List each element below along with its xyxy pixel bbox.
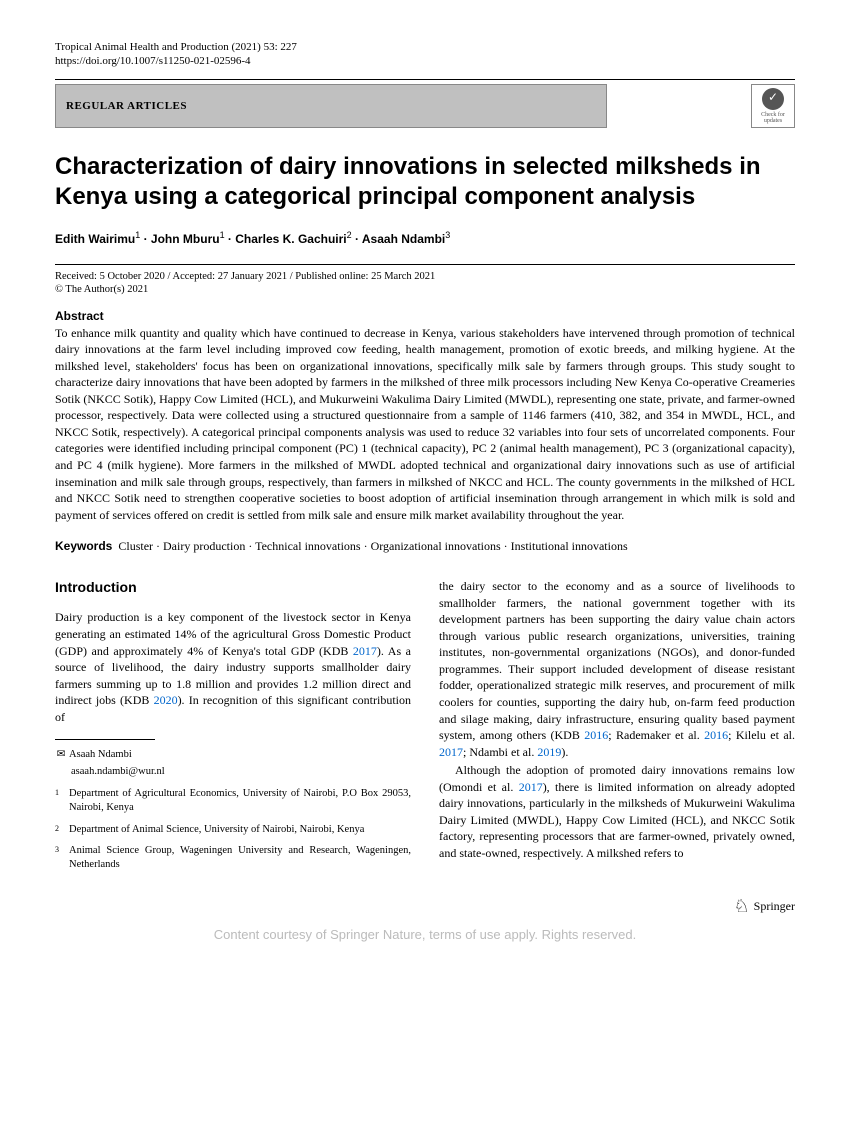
- corr-email[interactable]: asaah.ndambi@wur.nl: [55, 765, 411, 779]
- journal-meta: Tropical Animal Health and Production (2…: [55, 40, 795, 69]
- check-icon: [762, 88, 784, 110]
- intro-paragraph-1: Dairy production is a key component of t…: [55, 609, 411, 725]
- corr-name: Asaah Ndambi: [69, 749, 132, 760]
- intro-paragraph-2: Although the adoption of promoted dairy …: [439, 762, 795, 861]
- springer-horse-icon: ♘: [734, 897, 750, 915]
- right-column: the dairy sector to the economy and as a…: [439, 578, 795, 879]
- abstract-heading: Abstract: [55, 309, 795, 323]
- check-updates-badge[interactable]: Check for updates: [751, 84, 795, 128]
- affiliation-2: 2 Department of Animal Science, Universi…: [55, 823, 411, 837]
- citation-link[interactable]: 2017: [519, 780, 543, 794]
- abstract-text: To enhance milk quantity and quality whi…: [55, 325, 795, 524]
- author-2: John Mburu1: [151, 232, 225, 246]
- introduction-heading: Introduction: [55, 578, 411, 597]
- author-1: Edith Wairimu1: [55, 232, 140, 246]
- citation-link[interactable]: 2020: [154, 693, 178, 707]
- keywords-block: Keywords Cluster · Dairy production · Te…: [55, 539, 795, 554]
- author-3: Charles K. Gachuiri2: [235, 232, 351, 246]
- citation-link[interactable]: 2016: [584, 728, 608, 742]
- page-footer: ♘ Springer: [55, 897, 795, 915]
- header-rule: [55, 79, 795, 80]
- corresponding-author: ✉ Asaah Ndambi: [55, 748, 411, 762]
- author-4: Asaah Ndambi3: [362, 232, 450, 246]
- publication-dates: Received: 5 October 2020 / Accepted: 27 …: [55, 271, 795, 282]
- copyright-line: © The Author(s) 2021: [55, 284, 795, 295]
- citation-link[interactable]: 2016: [704, 728, 728, 742]
- header-row: REGULAR ARTICLES Check for updates: [55, 84, 795, 128]
- affiliation-3: 3 Animal Science Group, Wageningen Unive…: [55, 844, 411, 871]
- publisher-logo: ♘ Springer: [734, 897, 795, 915]
- affiliation-1: 1 Department of Agricultural Economics, …: [55, 787, 411, 814]
- publisher-name: Springer: [754, 899, 795, 914]
- watermark-text: Content courtesy of Springer Nature, ter…: [55, 927, 795, 942]
- envelope-icon: ✉: [55, 748, 67, 762]
- updates-badge-text: Check for updates: [752, 112, 794, 124]
- left-column: Introduction Dairy production is a key c…: [55, 578, 411, 879]
- author-list: Edith Wairimu1 · John Mburu1 · Charles K…: [55, 230, 795, 246]
- page-container: Tropical Animal Health and Production (2…: [0, 0, 850, 972]
- citation-link[interactable]: 2017: [353, 644, 377, 658]
- intro-paragraph-1-cont: the dairy sector to the economy and as a…: [439, 578, 795, 760]
- doi-link[interactable]: https://doi.org/10.1007/s11250-021-02596…: [55, 54, 795, 68]
- affiliation-separator: [55, 739, 155, 740]
- citation-link[interactable]: 2019: [537, 745, 561, 759]
- article-title: Characterization of dairy innovations in…: [55, 152, 795, 212]
- article-type-label: REGULAR ARTICLES: [55, 84, 607, 128]
- authors-rule: [55, 264, 795, 265]
- body-columns: Introduction Dairy production is a key c…: [55, 578, 795, 879]
- keywords-list: Cluster · Dairy production · Technical i…: [118, 539, 627, 553]
- citation-link[interactable]: 2017: [439, 745, 463, 759]
- journal-citation: Tropical Animal Health and Production (2…: [55, 40, 795, 54]
- keywords-label: Keywords: [55, 539, 112, 553]
